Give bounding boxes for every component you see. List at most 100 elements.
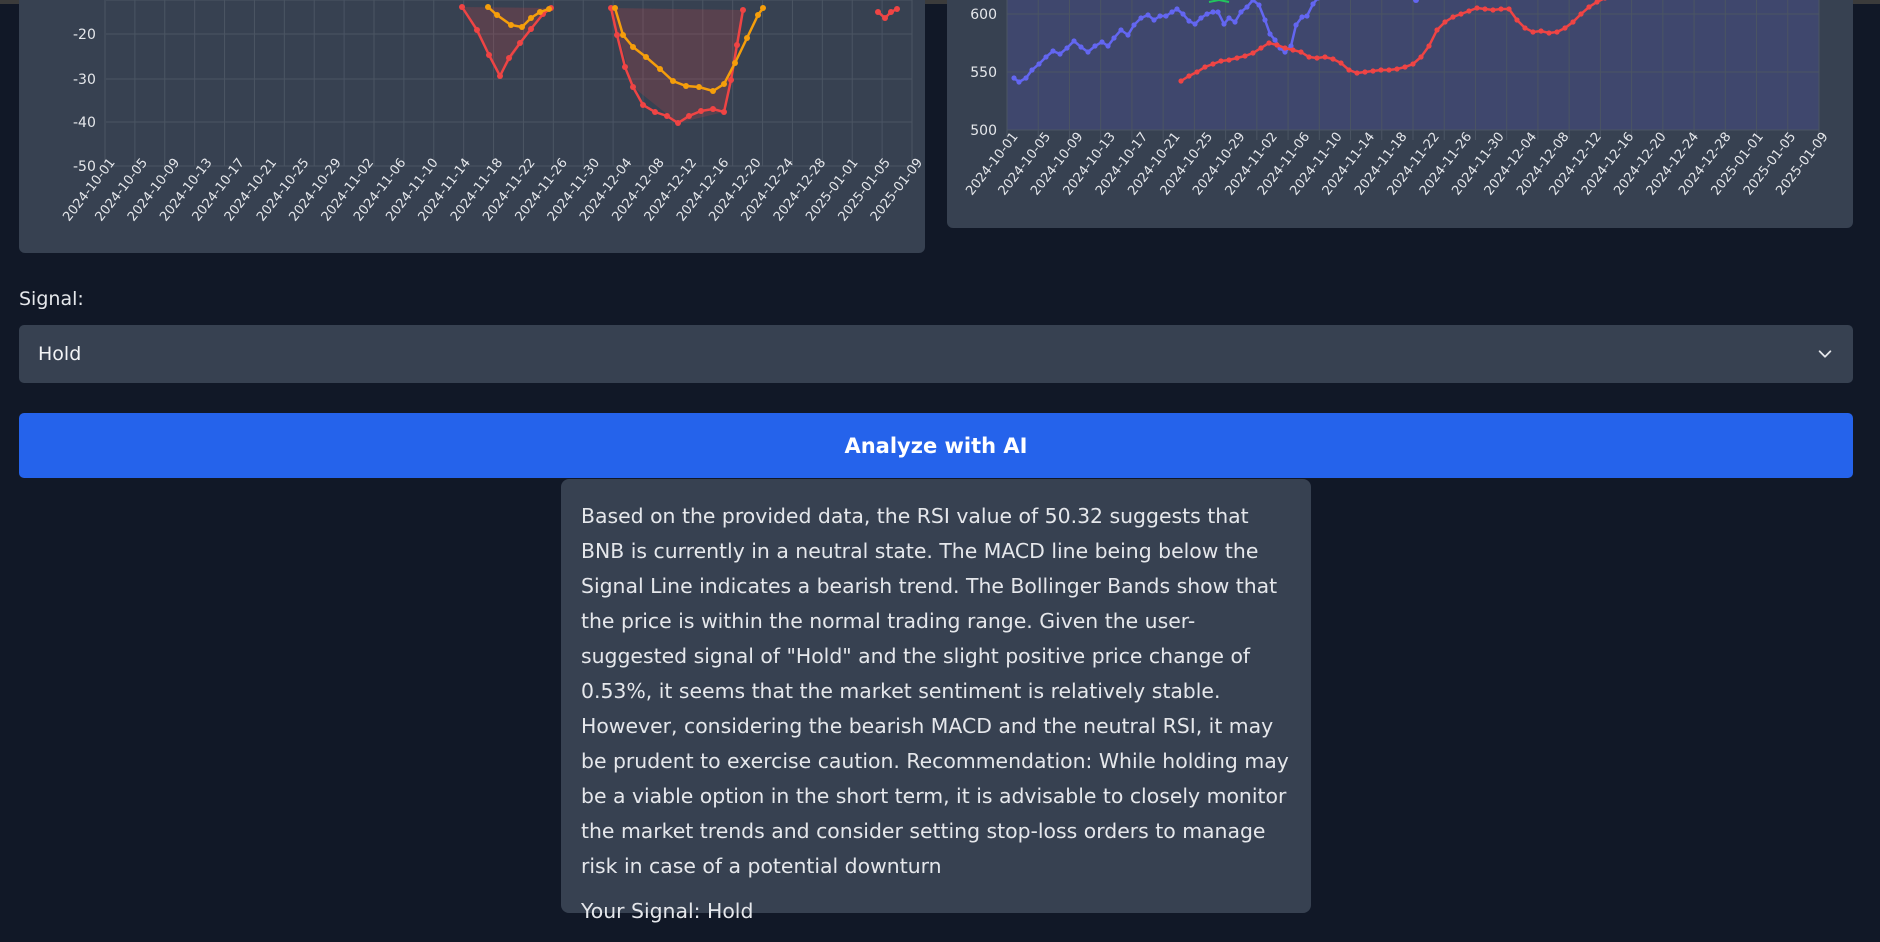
sma-line-point xyxy=(1370,68,1376,74)
sma-line-point xyxy=(1554,29,1560,35)
signal-line-point xyxy=(643,54,649,60)
price-line-point xyxy=(1192,21,1198,27)
sma-line-point xyxy=(1202,64,1208,70)
macd-line-point xyxy=(882,15,888,21)
macd-line-point xyxy=(497,73,503,79)
sma-line-point xyxy=(1498,6,1504,12)
price-line-point xyxy=(1293,22,1299,28)
signal-line-point xyxy=(630,44,636,50)
price-line-point xyxy=(1304,13,1310,19)
price-line-point xyxy=(1238,9,1244,15)
macd-line-point xyxy=(740,7,746,13)
y-tick-label: 550 xyxy=(970,65,997,81)
macd-line-point xyxy=(630,84,636,90)
price-line-point xyxy=(1256,2,1262,8)
price-line-point xyxy=(1138,15,1144,21)
price-line-point xyxy=(1282,49,1288,55)
price-line-point xyxy=(1092,43,1098,49)
sma-line-point xyxy=(1266,40,1272,46)
sma-line-point xyxy=(1242,53,1248,59)
sma-line-point xyxy=(1354,70,1360,76)
sma-line-point xyxy=(1410,61,1416,67)
sma-line-point xyxy=(1594,0,1600,5)
top-border xyxy=(0,0,1880,4)
macd-line-point xyxy=(664,113,670,119)
sma-line-point xyxy=(1258,45,1264,51)
price-line-point xyxy=(1151,17,1157,23)
sma-line-point xyxy=(1586,4,1592,10)
sma-line-point xyxy=(1250,50,1256,56)
sma-line-point xyxy=(1378,67,1384,73)
sma-line-point xyxy=(1506,6,1512,12)
sma-line-point xyxy=(1362,69,1368,75)
analysis-text: Based on the provided data, the RSI valu… xyxy=(581,504,1289,878)
macd-line-point xyxy=(721,109,727,115)
price-line-point xyxy=(1215,9,1221,15)
price-line-point xyxy=(1250,0,1256,3)
price-line-point xyxy=(1036,61,1042,67)
price-line-point xyxy=(1085,49,1091,55)
macd-line-point xyxy=(614,32,620,38)
sma-line-point xyxy=(1298,49,1304,55)
signal-line-point xyxy=(537,9,543,15)
macd-line-point xyxy=(710,106,716,112)
macd-line-point xyxy=(640,102,646,108)
macd-line-point xyxy=(698,108,704,114)
macd-line-point xyxy=(517,40,523,46)
macd-fill xyxy=(462,7,551,76)
signal-select[interactable]: Hold xyxy=(19,325,1853,383)
price-line-point xyxy=(1221,21,1227,27)
sma-line-point xyxy=(1603,0,1607,1)
macd-line-point xyxy=(734,42,740,48)
sma-line-point xyxy=(1386,67,1392,73)
sma-line-point xyxy=(1218,58,1224,64)
price-line-point xyxy=(1198,15,1204,21)
macd-line-point xyxy=(652,109,658,115)
price-line-point xyxy=(1157,13,1163,19)
signal-line-point xyxy=(683,83,689,89)
sma-line-point xyxy=(1434,27,1440,33)
signal-line-point xyxy=(612,5,618,11)
y-tick-label: 500 xyxy=(970,123,997,139)
price-line-point xyxy=(1174,6,1180,12)
signal-line-point xyxy=(760,5,766,11)
sma-line-point xyxy=(1290,47,1296,53)
sma-line-point xyxy=(1482,6,1488,12)
price-line-point xyxy=(1316,0,1320,1)
signal-line-point xyxy=(721,81,727,87)
macd-line-point xyxy=(474,27,480,33)
chevron-down-icon xyxy=(1818,350,1832,358)
analyze-with-ai-button[interactable]: Analyze with AI xyxy=(19,413,1853,478)
price-line-point xyxy=(1299,14,1305,20)
y-tick-label: -30 xyxy=(73,72,96,88)
sma-line-point xyxy=(1186,73,1192,79)
macd-line xyxy=(877,7,898,20)
signal-line-point xyxy=(546,6,552,12)
sma-line-point xyxy=(1442,19,1448,25)
macd-line-point xyxy=(728,77,734,83)
signal-line-point xyxy=(732,60,738,66)
price-line-point xyxy=(1244,4,1250,10)
sma-line-point xyxy=(1450,14,1456,20)
sma-line-point xyxy=(1322,54,1328,60)
signal-line-point xyxy=(710,88,716,94)
macd-line-point xyxy=(888,9,894,15)
macd-line-point xyxy=(622,64,628,70)
signal-line-point xyxy=(696,84,702,90)
signal-line-point xyxy=(485,4,491,10)
macd-line-point xyxy=(675,120,681,126)
sma-line-point xyxy=(1226,57,1232,63)
macd-line-point xyxy=(528,26,534,32)
price-line-point xyxy=(1043,54,1049,60)
sma-line-point xyxy=(1210,61,1216,67)
macd-line-point xyxy=(686,113,692,119)
sma-line-point xyxy=(1514,17,1520,23)
sma-line-point xyxy=(1418,54,1424,60)
price-point xyxy=(1413,0,1419,3)
sma-line-point xyxy=(1530,29,1536,35)
price-line-point xyxy=(1210,9,1216,15)
macd-fill xyxy=(611,8,743,123)
sma-line-point xyxy=(1522,25,1528,31)
price-line-point xyxy=(1011,75,1017,81)
sma-line-point xyxy=(1474,5,1480,11)
